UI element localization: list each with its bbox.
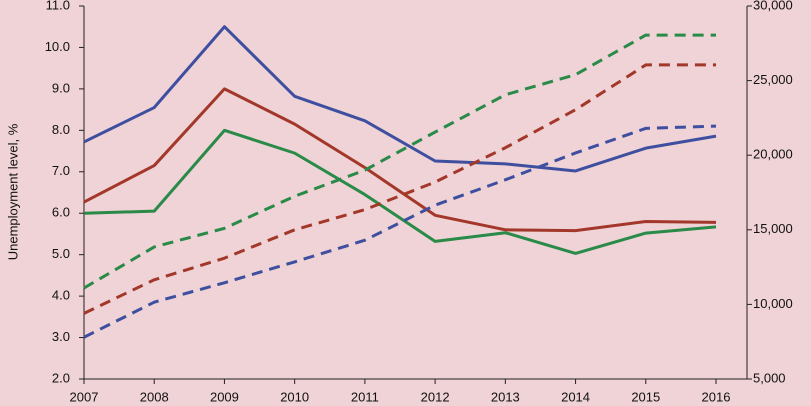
- line: [83, 87, 717, 233]
- y2-tick-label: 25,000: [753, 72, 793, 87]
- y2-tick-label: 10,000: [753, 296, 793, 311]
- x-tick-label: 2009: [210, 389, 239, 404]
- x-tick-label: 2012: [421, 389, 450, 404]
- y-tick-label: 5.0: [52, 246, 70, 261]
- x-tick-label: 2015: [631, 389, 660, 404]
- x-tick-label: 2011: [351, 389, 379, 404]
- dashed-line: [83, 33, 716, 290]
- y-tick-label: 4.0: [52, 288, 70, 303]
- x-tick-label: 2008: [140, 389, 169, 404]
- y-axis-title: Unemployment level, %: [5, 123, 20, 260]
- x-tick-label: 2010: [280, 389, 309, 404]
- y-tick-label: 7.0: [52, 163, 70, 178]
- dashed-line: [83, 63, 716, 315]
- y-tick-label: 9.0: [52, 80, 70, 95]
- y-tick-label: 2.0: [52, 370, 70, 385]
- x-tick-label: 2016: [702, 389, 731, 404]
- y-tick-label: 10.0: [45, 39, 70, 54]
- line: [83, 25, 717, 173]
- y2-tick-label: 20,000: [753, 147, 793, 162]
- y-tick-label: 8.0: [52, 122, 70, 137]
- y-tick-label: 11.0: [46, 0, 70, 12]
- y-tick-label: 6.0: [52, 205, 70, 220]
- y-tick-label: 3.0: [52, 329, 70, 344]
- x-tick-label: 2013: [491, 389, 520, 404]
- y2-tick-label: 30,000: [753, 0, 793, 12]
- dashed-line: [83, 124, 717, 339]
- y2-tick-label: 5,000: [753, 370, 786, 385]
- x-tick-label: 2014: [561, 389, 590, 404]
- x-tick-label: 2007: [70, 389, 99, 404]
- y2-tick-label: 15,000: [753, 221, 793, 236]
- line: [83, 128, 717, 255]
